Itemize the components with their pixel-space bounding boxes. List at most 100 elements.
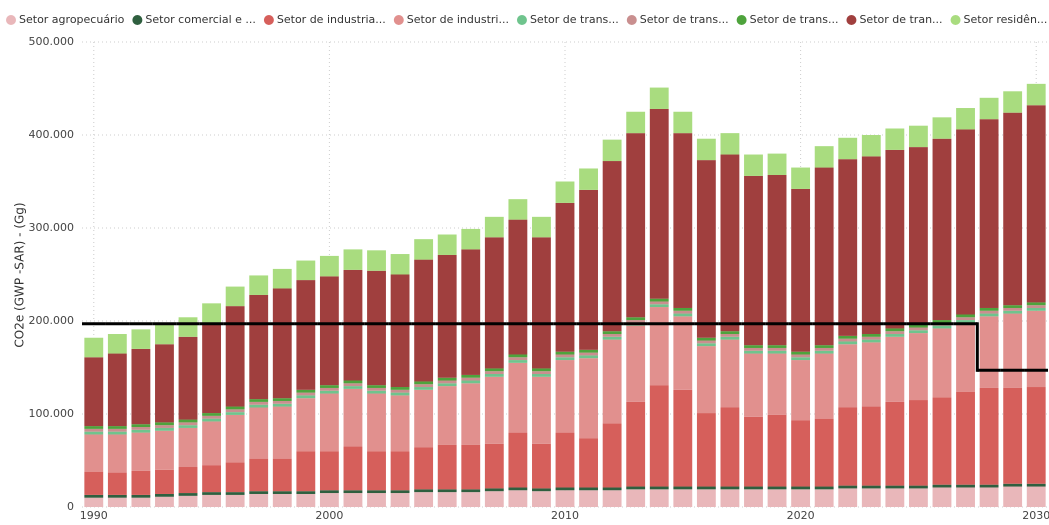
- bar-segment: [1003, 112, 1023, 306]
- bar-segment: [932, 325, 952, 329]
- bar-segment: [319, 385, 339, 388]
- bar-segment: [484, 488, 504, 492]
- bar-segment: [861, 135, 881, 157]
- bar-segment: [367, 490, 386, 494]
- bar-segment: [343, 249, 363, 270]
- bar-segment: [343, 383, 363, 387]
- bar-segment: [202, 418, 222, 422]
- bar-segment: [861, 342, 881, 407]
- bar-segment: [673, 489, 693, 507]
- bar-segment: [84, 434, 104, 472]
- bar-segment: [649, 301, 669, 305]
- legend-marker: [846, 15, 857, 25]
- bar-segment: [508, 362, 528, 433]
- bar-segment: [908, 488, 928, 507]
- bar-segment: [791, 351, 811, 355]
- bar-segment: [437, 377, 457, 381]
- bar-segment: [979, 316, 999, 388]
- bar-segment: [272, 491, 292, 494]
- bar-segment: [767, 486, 787, 490]
- bar-segment: [178, 427, 198, 468]
- bar-segment: [249, 493, 269, 507]
- bar-segment: [484, 376, 504, 444]
- bar-segment: [932, 138, 952, 321]
- bar-segment: [202, 303, 222, 323]
- bar-segment: [767, 347, 787, 351]
- y-tick-label: 100.000: [29, 407, 75, 420]
- bar-segment: [649, 489, 669, 507]
- bar-segment: [791, 360, 811, 421]
- bar-segment: [178, 317, 198, 337]
- bar-segment: [131, 424, 151, 428]
- bar-segment: [508, 357, 528, 361]
- bar-segment: [861, 485, 881, 489]
- bar-segment: [461, 380, 481, 384]
- bar-segment: [249, 399, 269, 402]
- bar-segment: [1026, 483, 1046, 487]
- bar-segment: [579, 358, 598, 439]
- x-tick-label: 2000: [315, 509, 343, 521]
- y-tick-label: 500.000: [29, 35, 75, 48]
- bar-segment: [767, 345, 787, 348]
- bar-segment: [861, 406, 881, 486]
- bar-segment: [249, 401, 269, 405]
- bar-segment: [532, 488, 551, 492]
- bar-segment: [908, 147, 928, 325]
- bar-segment: [367, 250, 386, 271]
- bar-segment: [390, 451, 410, 491]
- bar-segment: [437, 386, 457, 445]
- bar-segment: [107, 353, 127, 427]
- bar-segment: [272, 288, 292, 399]
- bar-segment: [437, 383, 457, 387]
- bar-segment: [696, 346, 716, 414]
- bar-segment: [131, 348, 151, 425]
- bar-segment: [744, 416, 763, 487]
- bar-segment: [367, 393, 386, 452]
- bar-segment: [555, 487, 575, 491]
- bar-segment: [249, 407, 269, 459]
- legend-marker: [6, 15, 16, 25]
- bar-segment: [885, 401, 905, 486]
- x-tick-label: 2020: [787, 509, 815, 521]
- bar-segment: [272, 398, 292, 401]
- bar-segment: [461, 377, 481, 381]
- bar-segment: [225, 494, 245, 507]
- bar-segment: [343, 380, 363, 384]
- bar-segment: [885, 328, 905, 332]
- bar-segment: [1003, 307, 1023, 311]
- bar-segment: [202, 421, 222, 466]
- bar-segment: [720, 489, 740, 507]
- bar-segment: [838, 488, 858, 507]
- bar-segment: [131, 427, 151, 430]
- bar-segment: [814, 167, 834, 346]
- bar-segment: [367, 387, 386, 391]
- bar-segment: [390, 493, 410, 507]
- bar-segment: [838, 338, 858, 342]
- bar-segment: [861, 334, 881, 337]
- legend-label: Setor de industria...: [277, 13, 386, 26]
- bar-segment: [202, 322, 222, 414]
- x-tick-label: 1990: [80, 509, 108, 521]
- bar-segment: [414, 489, 434, 493]
- bar-segment: [155, 344, 174, 423]
- bar-segment: [107, 494, 127, 498]
- bar-segment: [225, 412, 245, 415]
- bar-segment: [649, 298, 669, 302]
- bar-segment: [979, 97, 999, 120]
- bar-segment: [532, 237, 551, 369]
- bar-segment: [1026, 302, 1046, 306]
- bar-segment: [390, 387, 410, 390]
- bar-segment: [484, 374, 504, 377]
- bar-segment: [696, 489, 716, 507]
- bar-segment: [579, 355, 598, 359]
- bar-segment: [155, 496, 174, 507]
- y-tick-label: 0: [67, 500, 74, 513]
- bar-segment: [532, 443, 551, 489]
- bar-segment: [626, 111, 646, 134]
- bar-segment: [225, 286, 245, 307]
- bar-segment: [1003, 483, 1023, 487]
- bar-segment: [956, 314, 975, 318]
- bar-segment: [555, 354, 575, 358]
- bar-segment: [107, 426, 127, 429]
- bar-segment: [744, 350, 763, 354]
